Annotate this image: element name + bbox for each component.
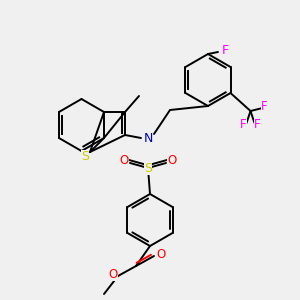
Text: F: F <box>221 44 229 58</box>
Text: S: S <box>81 149 89 163</box>
Text: O: O <box>167 154 177 167</box>
Text: N: N <box>143 131 153 145</box>
Text: S: S <box>144 161 152 175</box>
Text: O: O <box>108 268 118 281</box>
Text: F: F <box>254 118 261 131</box>
Text: O: O <box>119 154 129 167</box>
Text: F: F <box>240 118 247 131</box>
Text: O: O <box>156 248 166 260</box>
Text: F: F <box>261 100 268 113</box>
